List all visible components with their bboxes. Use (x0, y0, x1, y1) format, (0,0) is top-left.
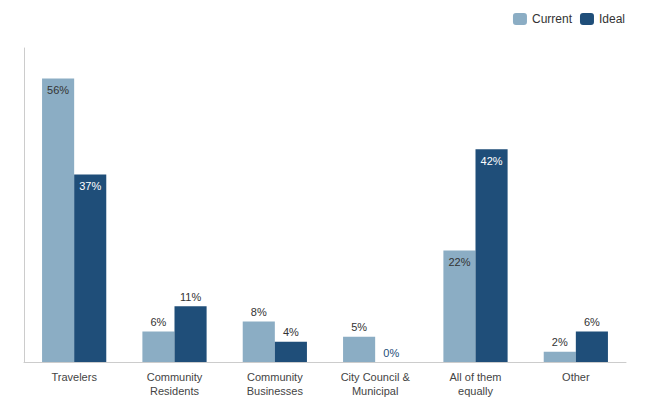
svg-text:Municipal: Municipal (352, 385, 398, 397)
svg-text:All of them: All of them (450, 371, 502, 383)
svg-text:2%: 2% (552, 336, 568, 348)
svg-text:6%: 6% (584, 316, 600, 328)
svg-text:4%: 4% (283, 326, 299, 338)
svg-text:8%: 8% (251, 306, 267, 318)
svg-text:0%: 0% (383, 347, 399, 359)
svg-text:Residents: Residents (150, 385, 199, 397)
svg-text:56%: 56% (47, 84, 69, 96)
svg-text:6%: 6% (150, 316, 166, 328)
svg-text:5%: 5% (351, 321, 367, 333)
svg-text:Businesses: Businesses (247, 385, 304, 397)
svg-text:Community: Community (247, 371, 303, 383)
svg-text:11%: 11% (180, 291, 201, 303)
svg-text:Community: Community (147, 371, 203, 383)
svg-text:22%: 22% (448, 256, 470, 268)
svg-text:equally: equally (458, 385, 493, 397)
svg-text:Current: Current (532, 12, 573, 26)
svg-text:37%: 37% (79, 180, 101, 192)
svg-text:Ideal: Ideal (599, 12, 625, 26)
svg-text:City Council &: City Council & (341, 371, 411, 383)
svg-text:Other: Other (562, 371, 590, 383)
svg-text:42%: 42% (481, 155, 503, 167)
svg-text:Travelers: Travelers (51, 371, 97, 383)
